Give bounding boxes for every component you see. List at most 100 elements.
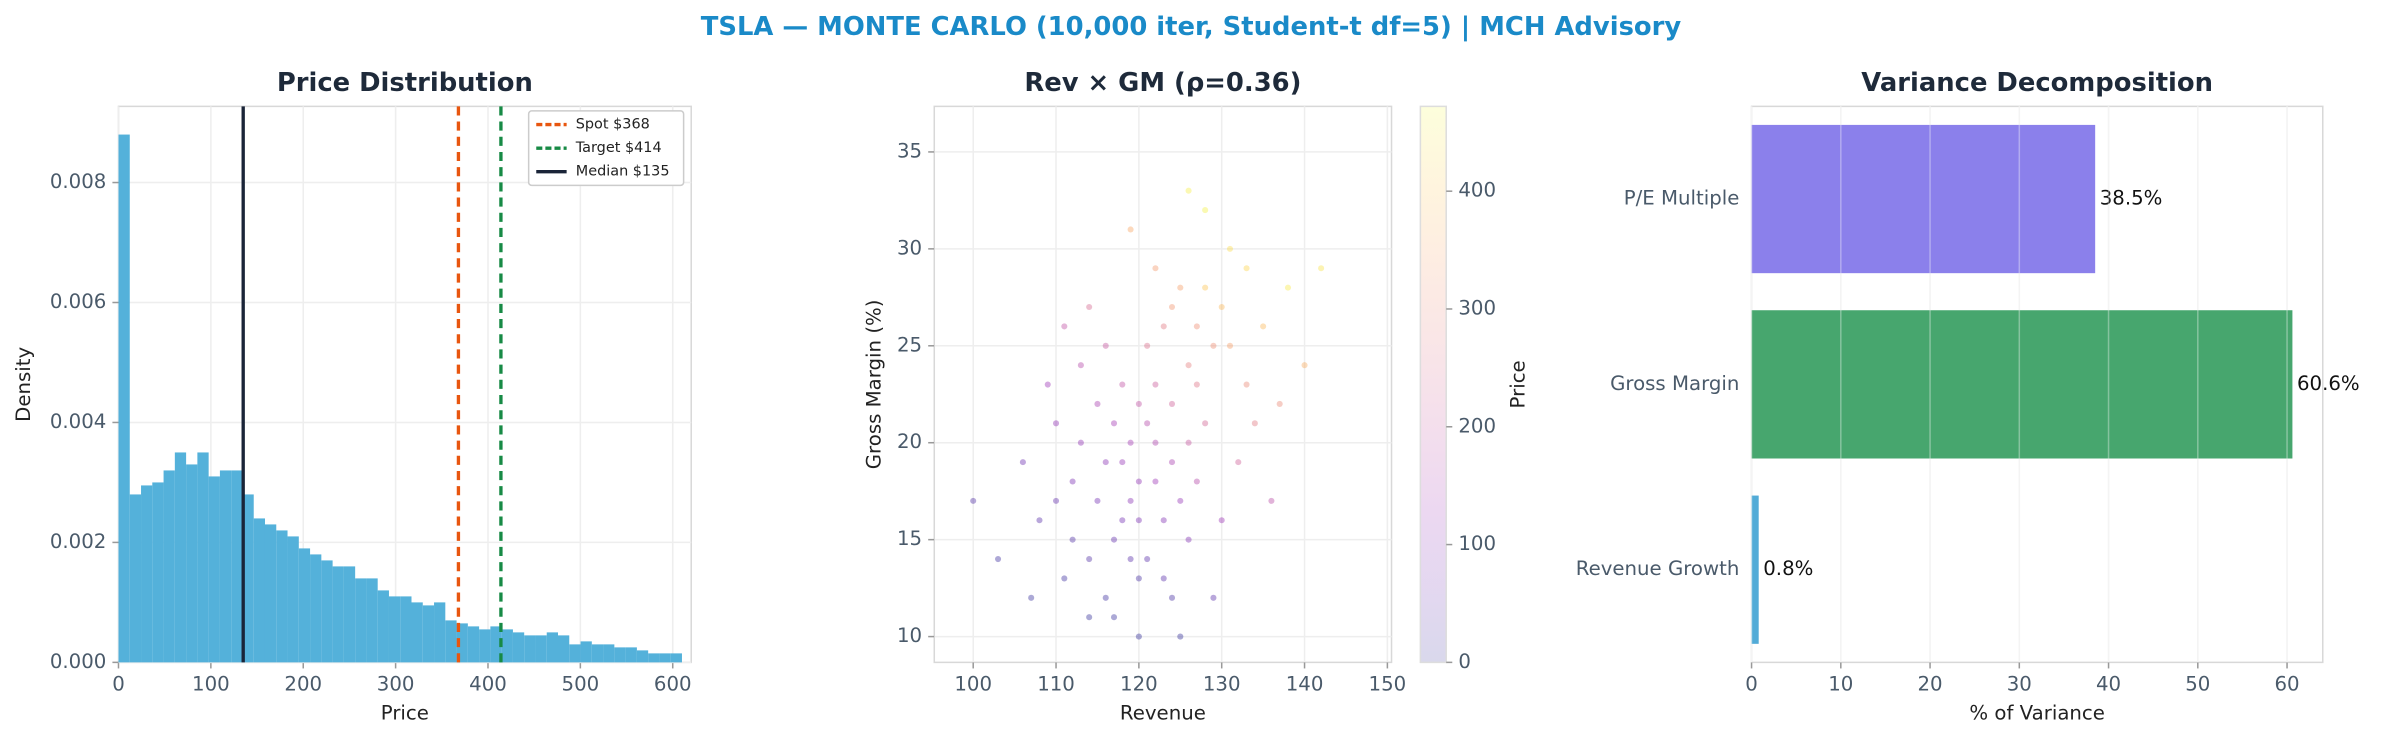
histogram-bar: [174, 452, 187, 663]
scatter-point: [1036, 517, 1043, 524]
scatter-point: [1210, 342, 1217, 349]
scatter-point: [1152, 478, 1159, 485]
y-tick-label: 30: [897, 236, 922, 259]
scatter-point: [1052, 497, 1060, 504]
scatter-point: [1185, 187, 1192, 194]
histogram-bar: [298, 548, 311, 663]
y-axis-label: Density: [12, 347, 35, 422]
scatter-point: [1119, 381, 1126, 388]
legend-label: Median $135: [576, 164, 670, 180]
colorbar-label: Price: [1507, 360, 1530, 408]
suptitle: TSLA — MONTE CARLO (10,000 iter, Student…: [701, 12, 1682, 42]
y-tick-label: 10: [897, 624, 922, 647]
scatter-point: [1202, 284, 1209, 291]
category-label: Gross Margin: [1610, 372, 1739, 395]
x-tick-label: 600: [654, 673, 692, 696]
histogram-bar: [231, 470, 243, 663]
y-tick-label: 0.008: [50, 170, 107, 193]
histogram-bar: [434, 602, 446, 663]
scatter-point: [1144, 556, 1151, 563]
histogram-bar: [242, 494, 254, 663]
histogram-bar: [591, 644, 604, 663]
scatter-point: [1160, 323, 1167, 330]
histogram-bar: [355, 578, 367, 663]
x-tick-label: 400: [469, 673, 507, 696]
scatter-point: [1086, 556, 1093, 563]
x-tick-label: 500: [562, 673, 600, 696]
x-axis-label: Revenue: [1120, 702, 1206, 725]
scatter-point: [1052, 420, 1060, 427]
scatter-point: [1028, 594, 1035, 601]
histogram-bar: [208, 476, 220, 663]
scatter-point: [1276, 400, 1283, 407]
scatter-point: [1127, 556, 1134, 563]
histogram-bar: [186, 464, 198, 663]
scatter-point: [1135, 517, 1142, 524]
histogram-bar: [377, 590, 389, 663]
scatter-point: [1069, 478, 1076, 485]
histogram-bar: [648, 653, 660, 663]
bar: [1751, 495, 1759, 644]
histogram-bar: [670, 653, 682, 663]
scatter-point: [1069, 536, 1076, 543]
histogram-bar: [219, 470, 232, 663]
histogram-bar: [276, 530, 288, 663]
scatter-point: [1301, 362, 1308, 369]
colorbar-tick-label: 200: [1458, 414, 1496, 437]
scatter-point: [970, 497, 977, 504]
y-tick-label: 0.000: [50, 650, 107, 673]
histogram-bar: [321, 560, 333, 663]
scatter-point: [1061, 575, 1068, 582]
scatter-point: [1168, 594, 1176, 601]
scatter-point: [1318, 265, 1325, 272]
scatter-point: [1119, 517, 1126, 524]
scatter-point: [1168, 303, 1176, 311]
y-tick-label: 0.002: [50, 530, 107, 553]
value-label: 0.8%: [1763, 557, 1813, 580]
x-tick-label: 20: [1917, 673, 1942, 696]
scatter-point: [1127, 439, 1134, 446]
scatter-point: [1251, 420, 1258, 427]
histogram-bar: [479, 629, 491, 663]
x-tick-label: 140: [1286, 673, 1324, 696]
x-tick-label: 120: [1120, 673, 1158, 696]
category-label: P/E Multiple: [1624, 187, 1740, 210]
histogram-bar: [614, 647, 626, 663]
scatter-point: [1077, 362, 1084, 369]
scatter-point: [1160, 517, 1167, 524]
x-tick-label: 0: [1745, 673, 1758, 696]
legend-box: [527, 110, 685, 187]
x-tick-label: 200: [284, 673, 322, 696]
histogram-bar: [535, 635, 547, 663]
colorbar-tick-label: 400: [1458, 179, 1496, 202]
scatter-point: [1152, 381, 1159, 388]
histogram-bar: [332, 566, 344, 663]
histogram-bar: [636, 650, 649, 663]
histogram-bar: [501, 629, 513, 663]
scatter-point: [1086, 614, 1093, 621]
histogram-bar: [558, 635, 570, 663]
scatter-point: [1086, 303, 1093, 311]
colorbar-tick-label: 300: [1458, 296, 1496, 319]
histogram-bar: [197, 452, 209, 663]
histogram-bar: [603, 644, 615, 663]
scatter-point: [1226, 342, 1234, 349]
y-tick-label: 35: [897, 139, 922, 162]
scatter-point: [1152, 265, 1159, 272]
x-tick-label: 130: [1203, 673, 1241, 696]
scatter-point: [1077, 439, 1084, 446]
x-tick-label: 300: [377, 673, 415, 696]
histogram-bar: [456, 623, 468, 663]
scatter-point: [1127, 497, 1134, 504]
scatter-point: [1110, 536, 1118, 543]
histogram-bar: [445, 620, 457, 663]
histogram-bar: [141, 485, 153, 663]
histogram-bar: [490, 626, 502, 663]
scatter-point: [1160, 575, 1167, 582]
scatter-point: [1144, 420, 1151, 427]
histogram-bar: [659, 653, 671, 663]
histogram-bar: [118, 134, 130, 663]
scatter-point: [1135, 633, 1142, 640]
scatter-point: [1235, 459, 1242, 466]
